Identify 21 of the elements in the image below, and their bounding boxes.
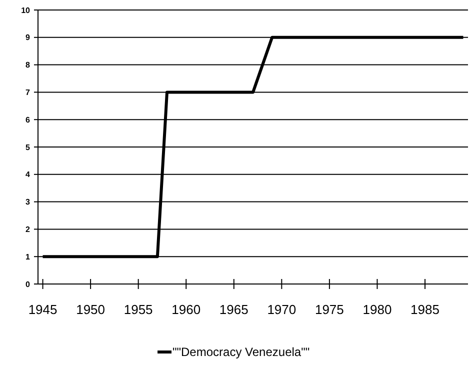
x-tick-label: 1985 bbox=[410, 302, 440, 317]
x-tick-label: 1965 bbox=[219, 302, 248, 317]
y-tick-label: 4 bbox=[26, 170, 31, 180]
y-tick-label: 8 bbox=[26, 60, 31, 70]
y-tick-label: 3 bbox=[26, 198, 31, 207]
x-tick-label: 1980 bbox=[362, 302, 392, 317]
x-tick-label: 1970 bbox=[267, 302, 296, 317]
y-tick-label: 9 bbox=[26, 33, 31, 42]
x-tick-label: 1945 bbox=[28, 302, 58, 317]
y-tick-label: 10 bbox=[21, 6, 31, 15]
x-tick-label: 1955 bbox=[124, 302, 153, 317]
y-tick-label: 0 bbox=[26, 280, 31, 289]
y-tick-label: 7 bbox=[26, 88, 31, 97]
x-tick-label: 1950 bbox=[76, 302, 106, 317]
x-tick-label: 1960 bbox=[172, 302, 201, 317]
y-tick-label: 2 bbox=[26, 225, 31, 234]
y-tick-label: 1 bbox=[26, 252, 31, 262]
y-tick-label: 5 bbox=[26, 142, 31, 152]
y-tick-label: 6 bbox=[26, 115, 31, 124]
x-tick-label: 1975 bbox=[314, 302, 344, 317]
legend-label: ""Democracy Venezuela"" bbox=[172, 345, 310, 360]
